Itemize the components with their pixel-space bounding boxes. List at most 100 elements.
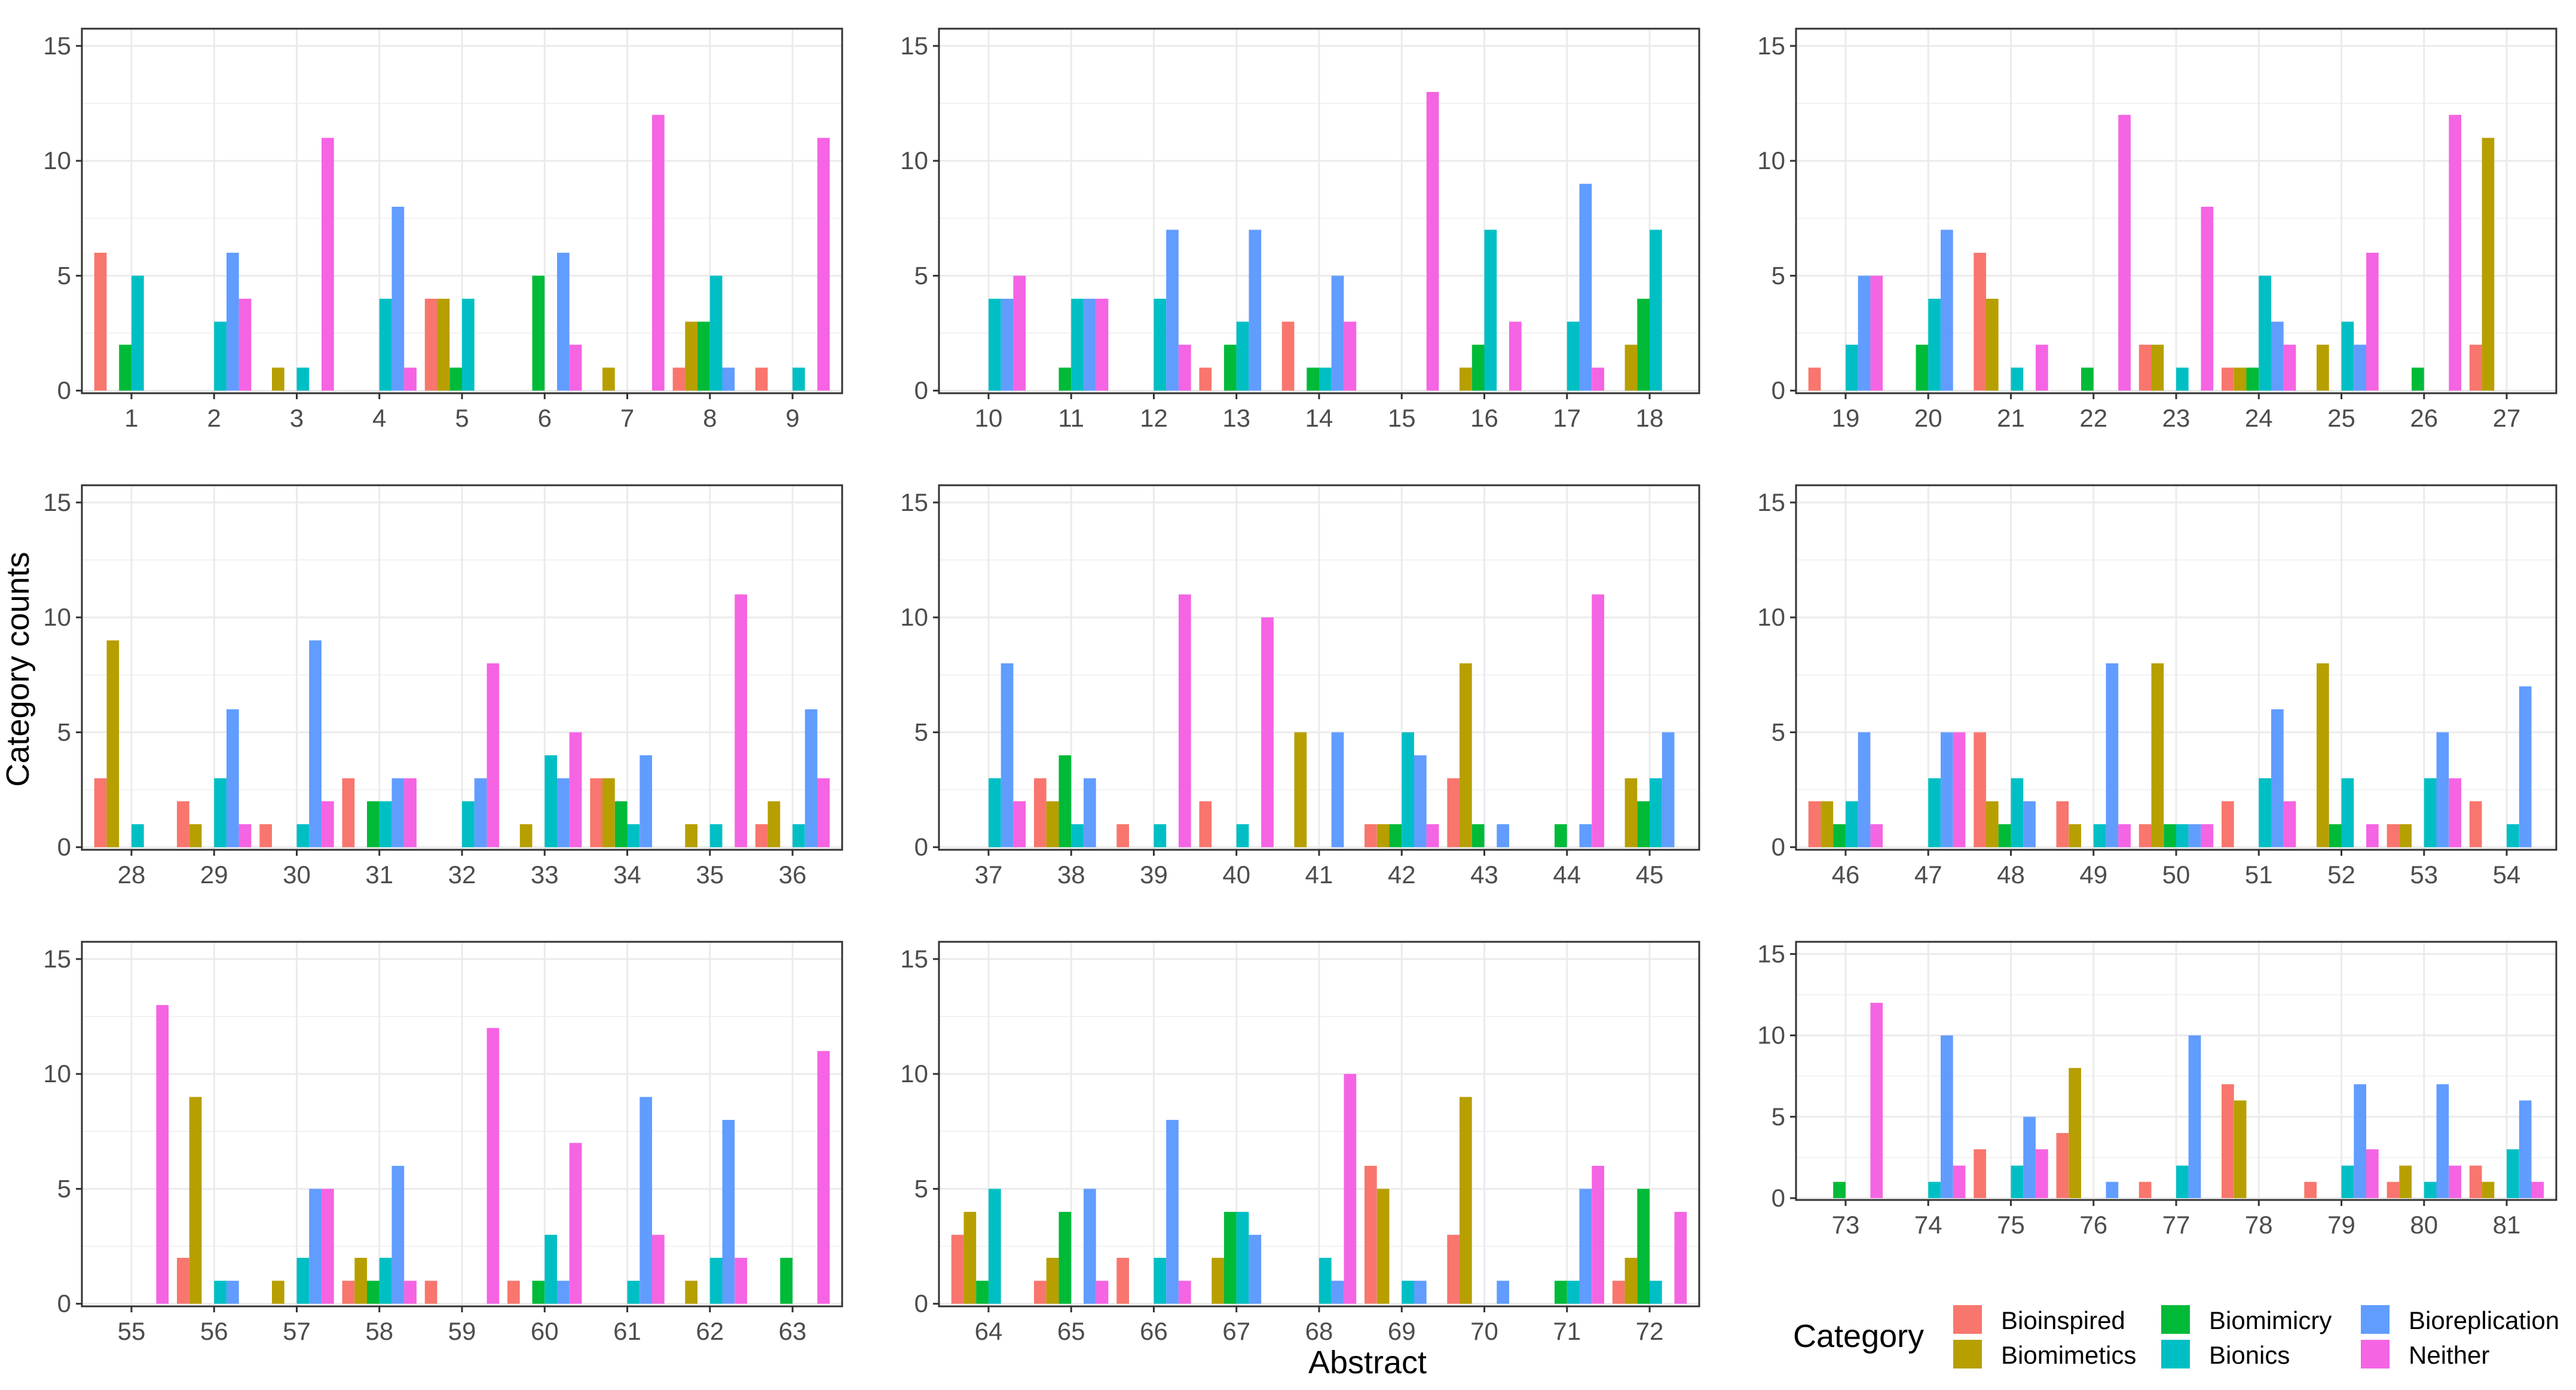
- bar-49-bioreplication: [2106, 663, 2119, 847]
- x-tick-label: 32: [448, 861, 476, 889]
- bar-38-biomimicry: [1058, 755, 1072, 847]
- bar-25-bioreplication: [2354, 344, 2366, 391]
- bar-81-bionics: [2507, 1149, 2519, 1198]
- x-tick-label: 26: [2410, 404, 2438, 432]
- bar-65-biomimetics: [1046, 1257, 1059, 1304]
- bar-60-neither: [569, 1143, 582, 1304]
- bar-10-bionics: [989, 298, 1001, 391]
- x-tick-label: 51: [2245, 861, 2273, 889]
- x-tick-label: 67: [1222, 1317, 1250, 1345]
- bar-23-neither: [2201, 207, 2214, 391]
- bar-42-biomimetics: [1376, 824, 1390, 847]
- bar-79-bioinspired: [2304, 1181, 2317, 1198]
- bar-6-neither: [569, 344, 582, 391]
- bar-58-biomimicry: [367, 1281, 380, 1304]
- bar-1-bionics: [131, 275, 144, 391]
- bar-23-bionics: [2176, 368, 2189, 391]
- bar-40-neither: [1261, 617, 1274, 847]
- y-tick-label: 10: [1757, 603, 1785, 631]
- bar-21-bioinspired: [1974, 252, 1986, 391]
- bar-57-bionics: [296, 1257, 310, 1304]
- legend-title: Category: [1793, 1318, 1924, 1354]
- bar-46-biomimetics: [1821, 801, 1834, 847]
- bar-58-bioinspired: [342, 1281, 355, 1304]
- x-tick-label: 13: [1222, 404, 1250, 432]
- bar-31-neither: [404, 778, 417, 847]
- bar-17-bioreplication: [1579, 183, 1592, 391]
- bar-51-neither: [2283, 801, 2296, 847]
- bar-65-bioreplication: [1084, 1189, 1096, 1304]
- bar-69-biomimetics: [1376, 1189, 1390, 1304]
- bar-35-biomimetics: [685, 824, 697, 847]
- bar-47-neither: [1953, 732, 1966, 847]
- y-tick-label: 15: [900, 32, 928, 60]
- bar-64-biomimicry: [976, 1281, 989, 1304]
- bar-66-bioreplication: [1166, 1120, 1179, 1304]
- bar-14-biomimicry: [1307, 368, 1319, 391]
- bar-80-bioinspired: [2387, 1181, 2400, 1198]
- bar-17-neither: [1592, 368, 1604, 391]
- y-tick-label: 10: [43, 603, 71, 631]
- bar-72-bionics: [1650, 1281, 1662, 1304]
- legend-key-bionics: [2161, 1340, 2190, 1368]
- legend: Category Bioinspired Biomimetics Biomimi…: [1793, 1305, 2559, 1369]
- bar-33-bioreplication: [557, 778, 570, 847]
- bar-42-biomimicry: [1389, 824, 1402, 847]
- bar-31-biomimicry: [367, 801, 380, 847]
- bar-49-biomimetics: [2069, 824, 2081, 847]
- x-tick-label: 72: [1636, 1317, 1664, 1345]
- bar-53-bioinspired: [2387, 824, 2400, 847]
- x-tick-label: 48: [1997, 861, 2025, 889]
- bar-11-bionics: [1071, 298, 1084, 391]
- x-tick-label: 31: [365, 861, 393, 889]
- bar-42-bioinspired: [1365, 824, 1377, 847]
- bar-43-bioinspired: [1447, 778, 1460, 847]
- bar-50-bioinspired: [2138, 824, 2152, 847]
- bar-13-bioinspired: [1199, 368, 1212, 391]
- bar-33-bionics: [544, 755, 557, 847]
- bar-44-biomimicry: [1555, 824, 1567, 847]
- bar-59-neither: [487, 1028, 500, 1304]
- bar-4-neither: [404, 368, 417, 391]
- bar-13-bionics: [1236, 322, 1249, 391]
- bar-38-bioinspired: [1034, 778, 1047, 847]
- x-tick-label: 21: [1997, 404, 2025, 432]
- bar-20-bionics: [1928, 298, 1941, 391]
- bar-55-neither: [156, 1005, 169, 1304]
- bar-39-bionics: [1154, 824, 1167, 847]
- bar-4-bioreplication: [391, 207, 405, 391]
- bar-79-bionics: [2341, 1165, 2354, 1198]
- bar-60-biomimicry: [532, 1281, 545, 1304]
- bar-6-bioreplication: [557, 252, 570, 391]
- bar-44-bioreplication: [1579, 824, 1592, 847]
- bar-37-neither: [1013, 801, 1026, 847]
- bar-41-biomimetics: [1294, 732, 1307, 847]
- bar-73-neither: [1870, 1003, 1883, 1198]
- bar-34-bioreplication: [640, 755, 652, 847]
- bar-64-bioinspired: [951, 1235, 964, 1304]
- bar-5-bioinspired: [424, 298, 438, 391]
- bar-57-neither: [322, 1189, 334, 1304]
- bar-69-bionics: [1402, 1281, 1414, 1304]
- bar-19-neither: [1870, 275, 1883, 391]
- bar-15-neither: [1426, 91, 1439, 391]
- bar-76-biomimetics: [2069, 1068, 2081, 1198]
- bar-29-bioreplication: [227, 709, 239, 847]
- x-tick-label: 2: [207, 404, 221, 432]
- bar-68-neither: [1344, 1074, 1357, 1304]
- bar-53-neither: [2449, 778, 2461, 847]
- x-tick-label: 35: [696, 861, 724, 889]
- bar-23-biomimetics: [2151, 344, 2164, 391]
- x-tick-label: 14: [1305, 404, 1333, 432]
- bar-69-bioinspired: [1365, 1165, 1377, 1304]
- bar-24-biomimetics: [2234, 368, 2247, 391]
- x-tick-label: 29: [200, 861, 228, 889]
- bar-21-bionics: [2011, 368, 2024, 391]
- bar-48-bioreplication: [2023, 801, 2036, 847]
- bar-25-neither: [2366, 252, 2379, 391]
- bar-24-bionics: [2259, 275, 2271, 391]
- bar-19-bioreplication: [1858, 275, 1871, 391]
- bar-5-bionics: [462, 298, 475, 391]
- bar-18-biomimetics: [1624, 344, 1638, 391]
- bar-54-bionics: [2507, 824, 2519, 847]
